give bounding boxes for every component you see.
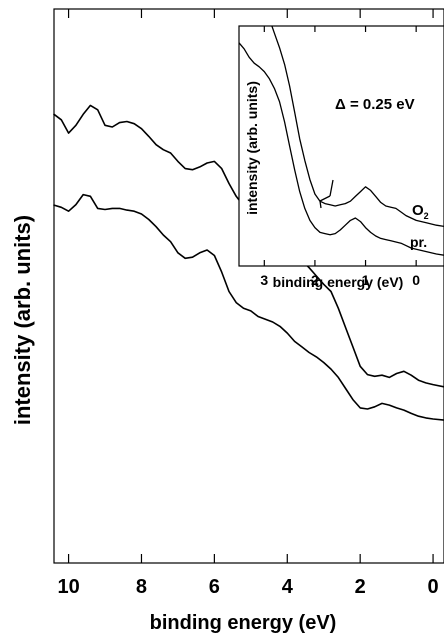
main-x-tick-label: 4	[282, 576, 294, 598]
main-x-ticks	[67, 9, 434, 563]
main-series-line-2	[53, 193, 444, 421]
main-y-axis-label: intensity (arb. units)	[10, 215, 35, 425]
inset-plot-frame	[238, 25, 444, 267]
main-plot-frame	[53, 8, 444, 564]
main-x-tick-label: 10	[57, 576, 79, 598]
inset-x-tick-label: 0	[412, 272, 420, 288]
inset-series-line-2	[238, 42, 444, 256]
inset-x-ticks	[263, 26, 417, 266]
main-x-tick-label: 2	[355, 576, 366, 598]
shift-marker-right	[329, 179, 334, 197]
inset-y-axis-label: intensity (arb. units)	[244, 81, 260, 215]
inset-x-axis-label: binding energy (eV)	[273, 274, 404, 290]
inset-series-line-1	[271, 25, 444, 228]
main-x-tick-label: 6	[209, 576, 220, 598]
o2-label-main: O	[412, 202, 424, 219]
main-x-tick-label: 0	[428, 576, 439, 598]
inset-x-tick-labels: 3 2 1 0	[260, 272, 420, 288]
inset-x-tick-label: 3	[260, 272, 268, 288]
o2-label-sub: 2	[424, 211, 429, 221]
inset-x-tick-label: 2	[311, 272, 319, 288]
shift-marker-left	[319, 195, 331, 209]
inset-curves	[238, 25, 444, 256]
main-x-axis-label: binding energy (eV)	[150, 612, 337, 634]
shift-marker	[319, 179, 334, 209]
main-x-tick-label: 8	[136, 576, 147, 598]
inset-series-label-pr: pr.	[410, 234, 427, 250]
inset-series-label-o2: O2	[412, 202, 429, 221]
inset-annotation: Δ = 0.25 eV	[335, 96, 415, 113]
inset-x-tick-label: 1	[362, 272, 370, 288]
main-x-tick-labels: 10 8 6 4 2 0	[57, 576, 438, 598]
inset-background	[239, 26, 444, 266]
